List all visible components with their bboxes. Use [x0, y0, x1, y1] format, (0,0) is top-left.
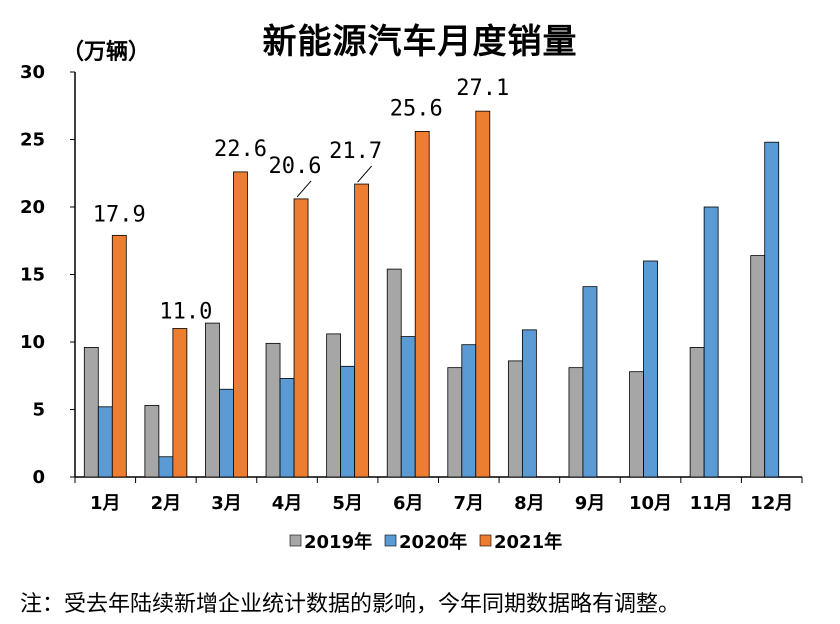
bar-2019年-8月 [507, 360, 523, 478]
y-tick-label: 25 [20, 130, 45, 151]
bar-2019年-5月 [326, 333, 342, 478]
bar-2020年-8月 [521, 329, 537, 478]
bar-2020年-11月 [703, 206, 719, 478]
legend-label: 2021年 [494, 531, 562, 553]
y-tick-label: 15 [20, 265, 45, 286]
bar-2021年-2月 [172, 328, 188, 478]
y-tick-label: 10 [20, 332, 45, 353]
bar-chart: 0 5 10 15 20 25 30 17.9 11.0 22.620.6 21.7 25.6 27.1… [20, 62, 803, 553]
bar-2020年-7月 [461, 344, 477, 478]
bar-2019年-4月 [265, 342, 281, 478]
x-tick-label: 11月 [690, 493, 733, 514]
y-tick-label: 5 [32, 400, 45, 421]
bar-2020年-6月 [400, 336, 416, 478]
x-tick-label: 7月 [454, 493, 485, 514]
bar-2019年-7月 [447, 367, 463, 478]
x-tick-label: 8月 [514, 493, 545, 514]
bar-2020年-12月 [764, 141, 780, 478]
leader-line [357, 165, 373, 183]
x-tick-label: 10月 [629, 493, 672, 514]
y-tick-label: 0 [32, 467, 45, 488]
legend-label: 2019年 [304, 531, 372, 553]
bar-2021年-5月 [354, 183, 370, 478]
x-tick-label: 9月 [575, 493, 606, 514]
bar-2021年-4月 [293, 198, 309, 478]
bar-2020年-5月 [340, 365, 356, 478]
bar-2019年-2月 [144, 405, 160, 478]
footnote: 注：受去年陆续新增企业统计数据的影响，今年同期数据略有调整。 [20, 592, 681, 617]
data-label-3月: 22.6 [214, 137, 267, 162]
bar-2021年-7月 [475, 110, 491, 478]
bar-2021年-6月 [414, 130, 430, 478]
data-label-7月: 27.1 [456, 76, 509, 101]
x-tick-label: 5月 [332, 493, 363, 514]
bar-2019年-11月 [689, 346, 705, 478]
bar-2020年-1月 [97, 406, 113, 478]
bar-2019年-12月 [750, 255, 766, 478]
data-label-4月: 20.6 [269, 154, 322, 179]
leader-line [296, 180, 312, 198]
bar-2019年-6月 [386, 268, 402, 478]
bar-2020年-2月 [158, 456, 174, 478]
x-tick-label: 6月 [393, 493, 424, 514]
bar-2021年-1月 [111, 234, 127, 478]
bar-2020年-10月 [643, 260, 658, 478]
bar-2019年-10月 [629, 371, 644, 478]
bar-2021年-3月 [233, 171, 248, 478]
y-tick-label: 30 [20, 62, 45, 83]
bar-2019年-3月 [205, 322, 220, 478]
bar-2020年-4月 [279, 378, 295, 478]
bar-2019年-1月 [83, 346, 99, 478]
x-tick-label: 3月 [211, 493, 242, 514]
data-label-6月: 25.6 [390, 96, 443, 121]
legend-swatch [384, 534, 397, 547]
x-tick-label: 2月 [151, 493, 182, 514]
unit-label: （万辆） [62, 40, 151, 65]
legend-label: 2020年 [399, 531, 467, 553]
data-label-2月: 11.0 [159, 300, 212, 325]
y-tick-label: 20 [20, 197, 45, 218]
x-tick-label: 12月 [750, 493, 793, 514]
x-tick-label: 4月 [272, 493, 303, 514]
bar-2020年-9月 [582, 286, 598, 478]
data-label-1月: 17.9 [93, 202, 146, 227]
legend-swatch [289, 534, 302, 547]
bar-2020年-3月 [219, 388, 234, 478]
x-tick-label: 1月 [90, 493, 121, 514]
bar-2019年-9月 [568, 367, 584, 478]
legend-swatch [479, 534, 492, 547]
chart-title: 新能源汽车月度销量 [262, 22, 578, 62]
data-label-5月: 21.7 [329, 139, 382, 164]
